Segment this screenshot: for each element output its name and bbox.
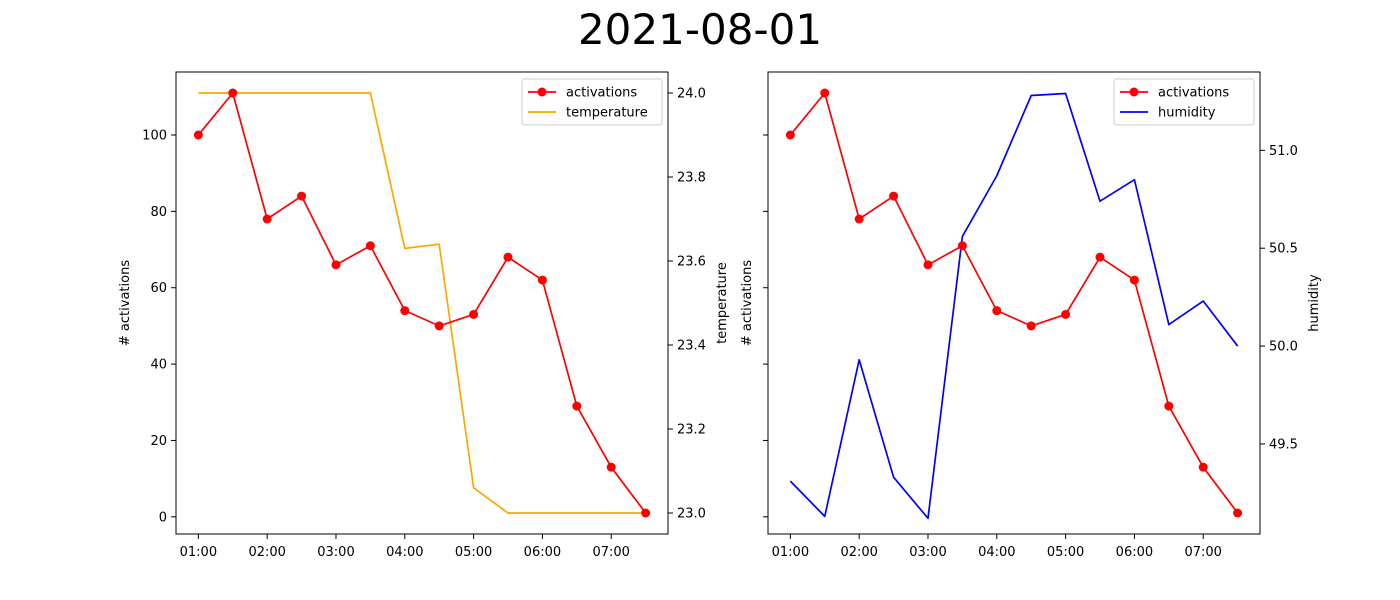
activations-point: [1233, 508, 1243, 518]
activations-point: [785, 130, 795, 140]
legend-box: [521, 78, 663, 126]
temperature-line: [198, 92, 646, 514]
legend-marker-activations: [537, 87, 547, 97]
x-tick-label: 04:00: [386, 545, 423, 560]
x-tick-label: 06:00: [1116, 545, 1153, 560]
y-tick-label: 100: [142, 129, 167, 144]
x-tick-label: 03:00: [909, 545, 946, 560]
activations-line: [789, 92, 1239, 514]
legend: activations temperature: [521, 78, 663, 126]
y-axis-label: # activations: [118, 260, 133, 346]
y2-tick-label: 23.4: [677, 339, 706, 354]
y2-tick-label: 23.6: [677, 255, 706, 270]
activations-point: [957, 241, 967, 251]
activations-point: [228, 88, 238, 98]
activations-point: [1095, 252, 1105, 262]
activations-point: [400, 306, 410, 316]
figure-title: 2021-08-01: [578, 5, 822, 54]
y-tick-label: 80: [150, 205, 167, 220]
y2-tick-label: 23.8: [677, 171, 706, 186]
x-tick-label: 02:00: [840, 545, 877, 560]
activations-point: [1129, 275, 1139, 285]
y-tick-label: 40: [150, 358, 167, 373]
activations-point: [1198, 462, 1208, 472]
activations-point: [889, 191, 899, 201]
activations-point: [992, 306, 1002, 316]
y2-axis-label: humidity: [1307, 274, 1322, 332]
legend: activations humidity: [1113, 78, 1255, 126]
y2-axis-label: temperature: [715, 262, 730, 344]
plot-frame: [175, 71, 669, 535]
activations-point: [331, 260, 341, 270]
activations-point: [297, 191, 307, 201]
y-axis-label: # activations: [740, 260, 755, 346]
activations-point: [434, 321, 444, 331]
left-panel: 01:00 02:00 03:00 04:00 05:00 06:00 07:00 0 20 40…: [118, 71, 730, 560]
x-tick-label: 01:00: [180, 545, 217, 560]
activations-point: [1026, 321, 1036, 331]
activations-point: [1061, 309, 1071, 319]
humidity-line: [789, 92, 1239, 520]
y-tick-label: 60: [150, 281, 167, 296]
x-tick-label: 02:00: [248, 545, 285, 560]
legend-label-temperature: temperature: [566, 106, 648, 121]
right-panel: 01:00 02:00 03:00 04:00 05:00 06:00 07:00 49.5 5…: [740, 71, 1322, 560]
y2-tick-label: 49.5: [1269, 437, 1298, 452]
x-tick-label: 03:00: [317, 545, 354, 560]
y2-tick-label: 23.2: [677, 423, 706, 438]
activations-point: [262, 214, 272, 224]
legend-label-activations: activations: [1158, 86, 1229, 101]
y2-tick-label: 50.0: [1269, 340, 1298, 355]
legend-label-humidity: humidity: [1158, 106, 1216, 121]
x-tick-label: 04:00: [978, 545, 1015, 560]
activations-point: [820, 88, 830, 98]
y-tick-label: 20: [150, 434, 167, 449]
activations-point: [854, 214, 864, 224]
activations-point: [503, 252, 513, 262]
activations-point: [572, 401, 582, 411]
plot-frame: [767, 71, 1261, 535]
legend-box: [1113, 78, 1255, 126]
activations-point: [469, 309, 479, 319]
activations-point: [193, 130, 203, 140]
activations-point: [606, 462, 616, 472]
y2-tick-label: 51.0: [1269, 144, 1298, 159]
x-tick-label: 06:00: [524, 545, 561, 560]
legend-label-activations: activations: [566, 86, 637, 101]
activations-point: [1164, 401, 1174, 411]
legend-marker-activations: [1129, 87, 1139, 97]
y2-tick-label: 24.0: [677, 87, 706, 102]
x-tick-label: 07:00: [592, 545, 629, 560]
x-tick-label: 05:00: [455, 545, 492, 560]
y2-tick-label: 50.5: [1269, 242, 1298, 257]
y2-tick-label: 23.0: [677, 507, 706, 522]
activations-point: [537, 275, 547, 285]
activations-point: [923, 260, 933, 270]
activations-point: [365, 241, 375, 251]
activations-line: [197, 92, 647, 514]
x-tick-label: 07:00: [1184, 545, 1221, 560]
x-tick-label: 01:00: [772, 545, 809, 560]
y-tick-label: 0: [159, 510, 167, 525]
x-tick-label: 05:00: [1047, 545, 1084, 560]
activations-point: [641, 508, 651, 518]
